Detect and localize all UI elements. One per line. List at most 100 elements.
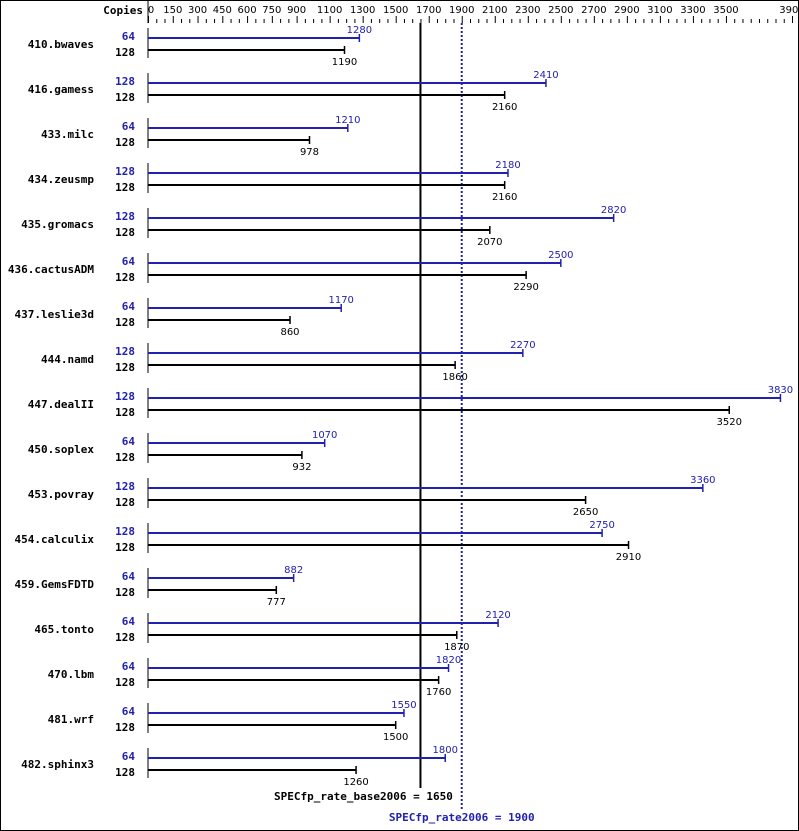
peak-copies: 128 bbox=[115, 525, 135, 538]
peak-value: 3360 bbox=[690, 475, 715, 486]
benchmark-name: 459.GemsFDTD bbox=[15, 578, 95, 591]
base-value: 2070 bbox=[477, 237, 502, 248]
tick-label: 1100 bbox=[317, 5, 342, 16]
peak-value: 882 bbox=[284, 565, 303, 576]
peak-copies: 128 bbox=[115, 165, 135, 178]
peak-copies: 64 bbox=[122, 570, 136, 583]
peak-value: 2820 bbox=[601, 205, 626, 216]
benchmark-name: 470.lbm bbox=[48, 668, 95, 681]
peak-copies: 64 bbox=[122, 300, 136, 313]
benchmark-name: 454.calculix bbox=[15, 533, 95, 546]
tick-label: 150 bbox=[163, 5, 182, 16]
tick-label: 3500 bbox=[713, 5, 738, 16]
benchmark-name: 447.dealII bbox=[28, 398, 94, 411]
tick-label: 750 bbox=[262, 5, 281, 16]
benchmark-name: 482.sphinx3 bbox=[21, 758, 94, 771]
base-copies: 128 bbox=[115, 181, 135, 194]
tick-label: 900 bbox=[287, 5, 306, 16]
peak-value: 2750 bbox=[589, 520, 614, 531]
tick-label: 2500 bbox=[548, 5, 573, 16]
peak-value: 1170 bbox=[328, 295, 353, 306]
base-value: 978 bbox=[300, 147, 319, 158]
base-value: 3520 bbox=[717, 417, 742, 428]
base-value: 1190 bbox=[332, 57, 357, 68]
peak-value: 1280 bbox=[347, 25, 372, 36]
base-value: 2160 bbox=[492, 192, 517, 203]
benchmark-name: 433.milc bbox=[41, 128, 94, 141]
base-value: 1870 bbox=[444, 642, 469, 653]
tick-label: 450 bbox=[213, 5, 232, 16]
base-copies: 128 bbox=[115, 406, 135, 419]
benchmark-name: 436.cactusADM bbox=[8, 263, 94, 276]
base-copies: 128 bbox=[115, 451, 135, 464]
tick-label: 2300 bbox=[515, 5, 540, 16]
benchmark-name: 435.gromacs bbox=[21, 218, 94, 231]
benchmark-name: 437.leslie3d bbox=[15, 308, 94, 321]
peak-copies: 64 bbox=[122, 705, 136, 718]
base-copies: 128 bbox=[115, 91, 135, 104]
tick-label: 1700 bbox=[416, 5, 441, 16]
base-copies: 128 bbox=[115, 541, 135, 554]
peak-copies: 128 bbox=[115, 210, 135, 223]
tick-label: 3100 bbox=[647, 5, 672, 16]
peak-copies: 64 bbox=[122, 30, 136, 43]
base-copies: 128 bbox=[115, 496, 135, 509]
benchmark-name: 465.tonto bbox=[34, 623, 94, 636]
peak-value: 2270 bbox=[510, 340, 535, 351]
peak-copies: 64 bbox=[122, 435, 136, 448]
peak-copies: 64 bbox=[122, 750, 136, 763]
base-value: 932 bbox=[292, 462, 311, 473]
tick-label: 1900 bbox=[449, 5, 474, 16]
base-value: 1760 bbox=[426, 687, 451, 698]
peak-value: 1820 bbox=[436, 655, 461, 666]
benchmark-name: 450.soplex bbox=[28, 443, 95, 456]
base-value: 1860 bbox=[442, 372, 467, 383]
tick-label: 3300 bbox=[680, 5, 705, 16]
peak-copies: 128 bbox=[115, 390, 135, 403]
base-value: 860 bbox=[280, 327, 299, 338]
peak-reference-label: SPECfp_rate2006 = 1900 bbox=[389, 811, 535, 824]
peak-copies: 128 bbox=[115, 480, 135, 493]
peak-value: 1800 bbox=[433, 745, 458, 756]
base-value: 2650 bbox=[573, 507, 598, 518]
tick-label: 0 bbox=[148, 5, 154, 16]
base-value: 2160 bbox=[492, 102, 517, 113]
tick-label: 2100 bbox=[482, 5, 507, 16]
base-reference-label: SPECfp_rate_base2006 = 1650 bbox=[274, 790, 453, 803]
peak-copies: 128 bbox=[115, 75, 135, 88]
base-copies: 128 bbox=[115, 226, 135, 239]
base-copies: 128 bbox=[115, 766, 135, 779]
base-value: 2290 bbox=[513, 282, 538, 293]
base-copies: 128 bbox=[115, 721, 135, 734]
base-value: 777 bbox=[267, 597, 286, 608]
base-copies: 128 bbox=[115, 361, 135, 374]
peak-copies: 64 bbox=[122, 255, 136, 268]
benchmark-name: 481.wrf bbox=[48, 713, 94, 726]
base-value: 2910 bbox=[616, 552, 641, 563]
peak-value: 1210 bbox=[335, 115, 360, 126]
peak-value: 2120 bbox=[485, 610, 510, 621]
copies-header: Copies bbox=[103, 4, 143, 17]
tick-label: 1500 bbox=[383, 5, 408, 16]
tick-label: 300 bbox=[188, 5, 207, 16]
peak-value: 1550 bbox=[391, 700, 416, 711]
peak-copies: 128 bbox=[115, 345, 135, 358]
base-copies: 128 bbox=[115, 586, 135, 599]
peak-value: 2180 bbox=[495, 160, 520, 171]
base-copies: 128 bbox=[115, 631, 135, 644]
benchmark-name: 410.bwaves bbox=[28, 38, 94, 51]
peak-value: 1070 bbox=[312, 430, 337, 441]
peak-value: 3830 bbox=[768, 385, 793, 396]
peak-copies: 64 bbox=[122, 120, 136, 133]
peak-copies: 64 bbox=[122, 615, 136, 628]
base-copies: 128 bbox=[115, 316, 135, 329]
tick-label: 2700 bbox=[581, 5, 606, 16]
tick-label: 2900 bbox=[614, 5, 639, 16]
tick-label: 3900 bbox=[779, 5, 798, 16]
peak-copies: 64 bbox=[122, 660, 136, 673]
tick-label: 1300 bbox=[350, 5, 375, 16]
base-copies: 128 bbox=[115, 271, 135, 284]
benchmark-name: 453.povray bbox=[28, 488, 95, 501]
benchmark-name: 416.gamess bbox=[28, 83, 94, 96]
